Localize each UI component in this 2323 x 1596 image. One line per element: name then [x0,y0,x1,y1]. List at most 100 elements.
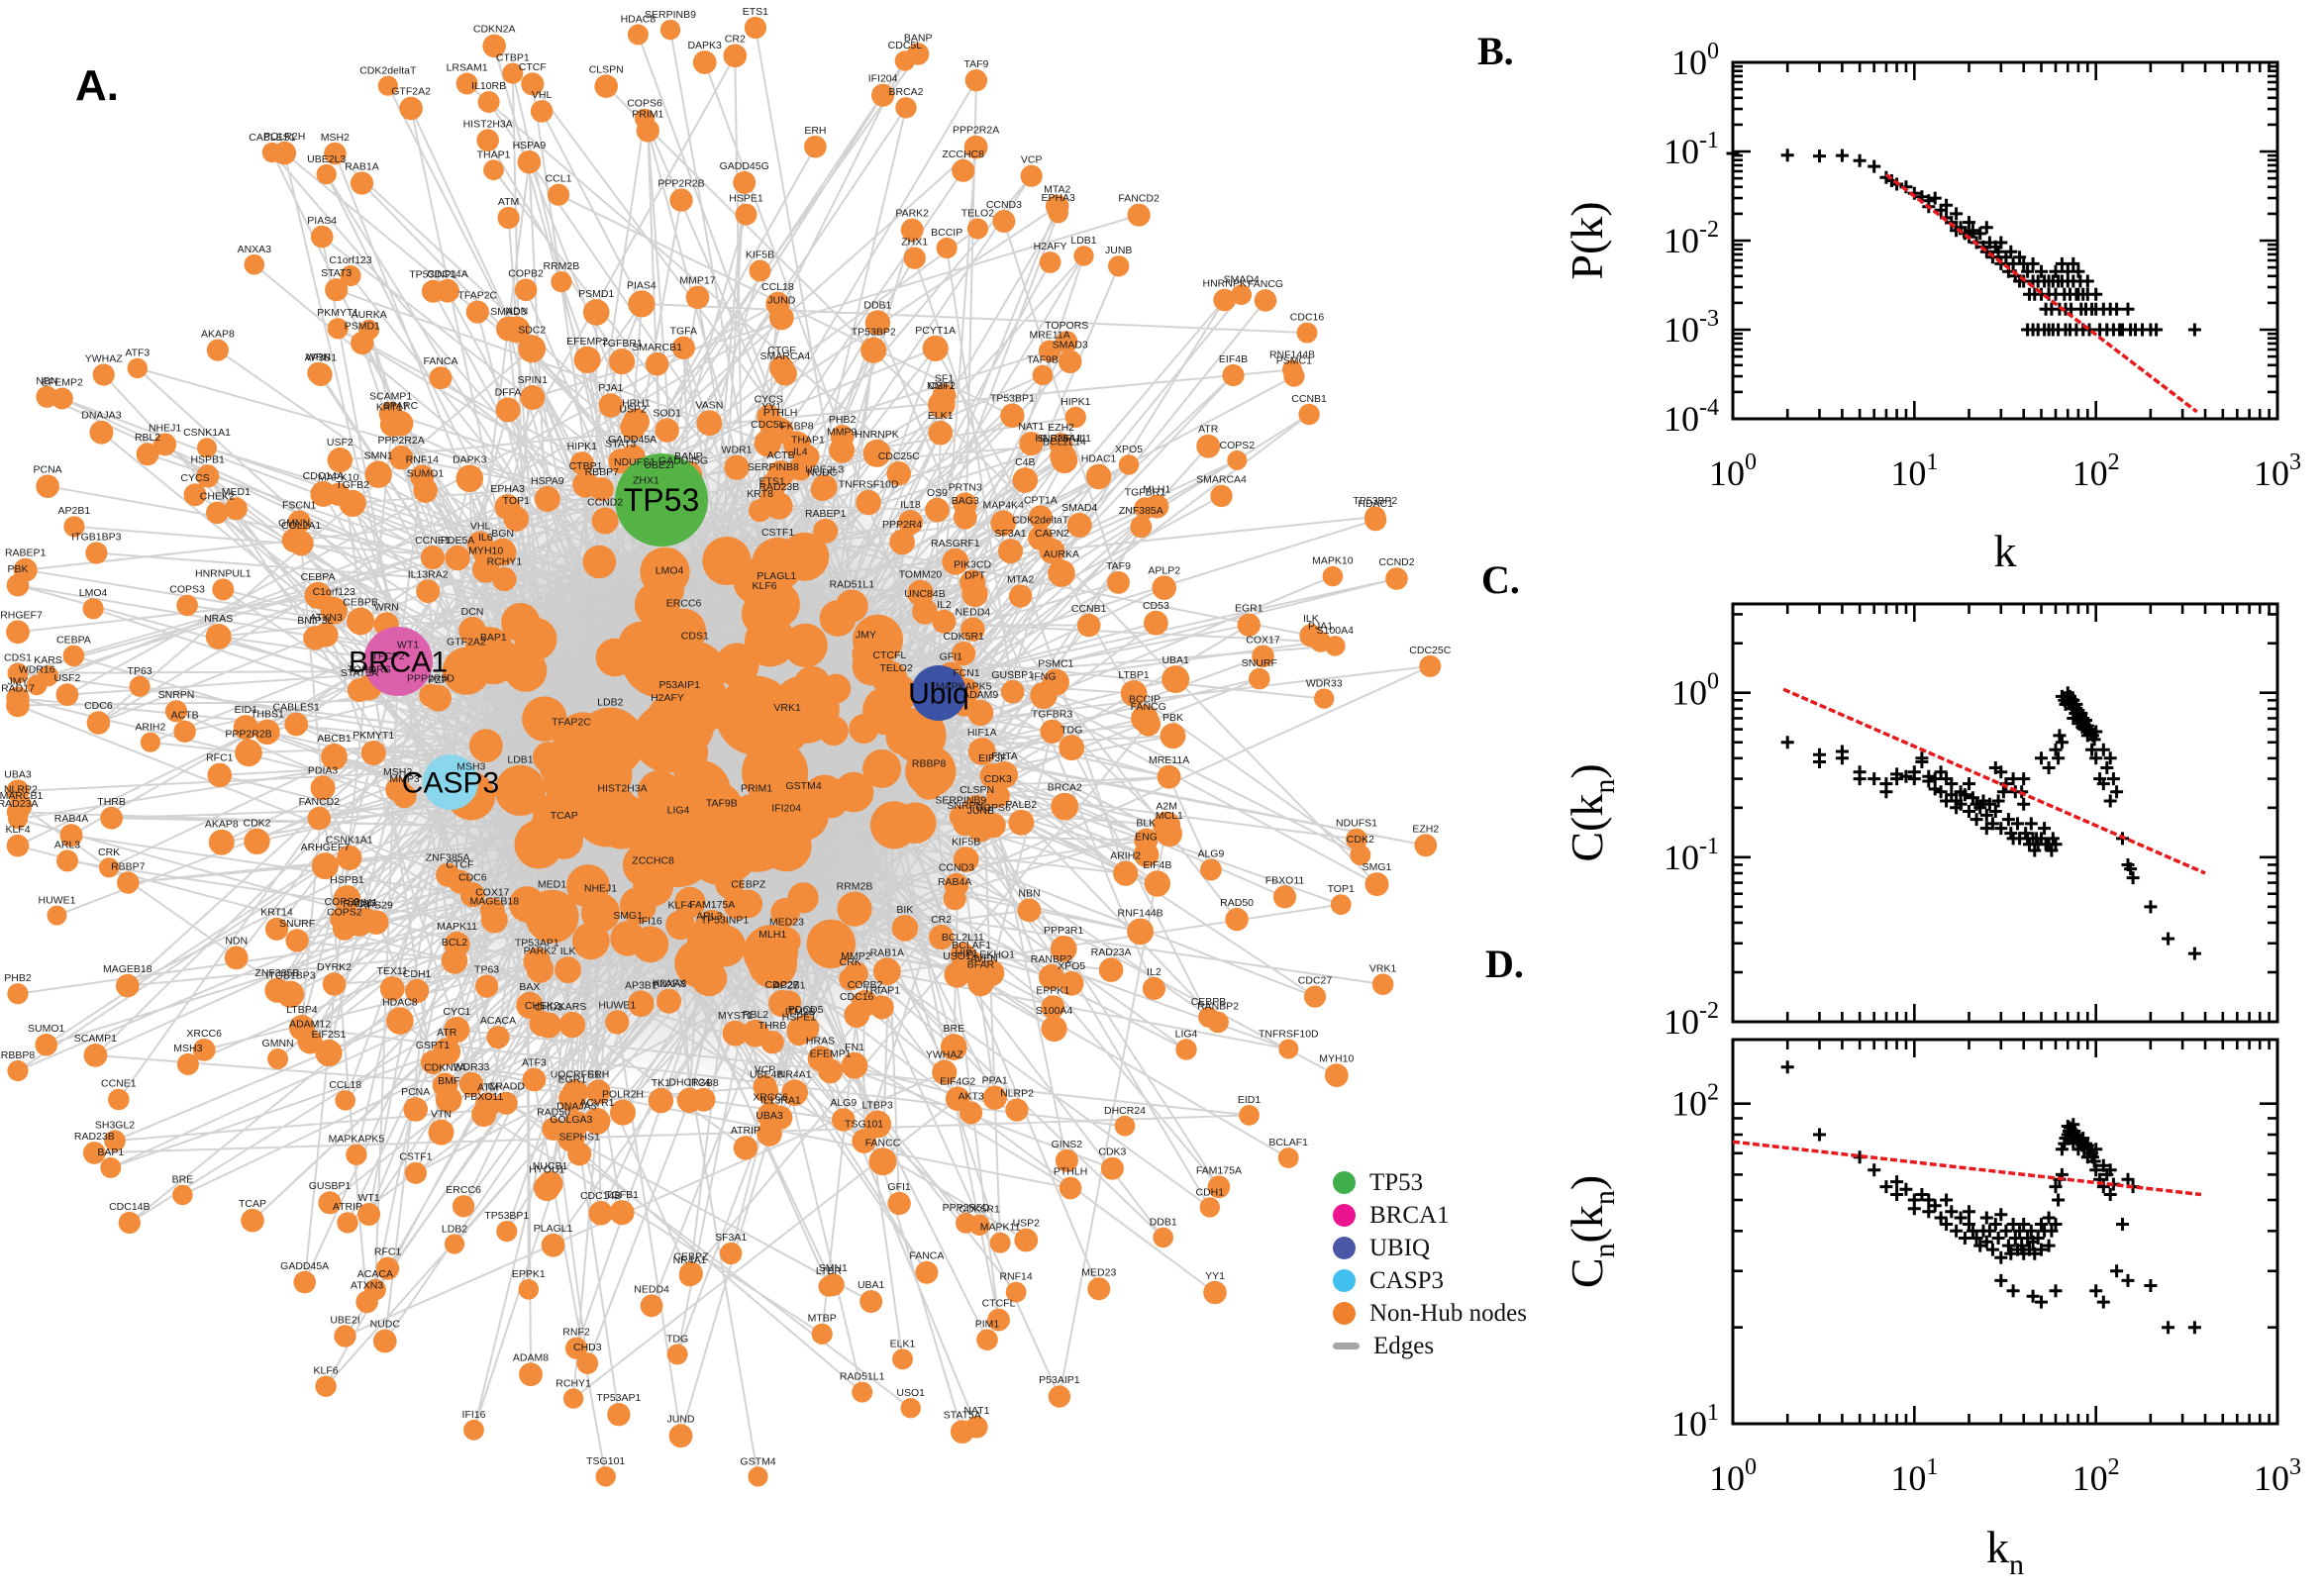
gene-label: BLK [1136,818,1156,830]
network-node [841,1051,868,1079]
network-node [525,889,579,944]
gene-label: DYRK2 [317,961,352,973]
gene-label: SDC2 [518,324,546,336]
network-node [1303,985,1327,1008]
gene-label: HUWE1 [598,999,636,1011]
network-node [435,1086,462,1113]
network-node [436,278,459,303]
network-node [1019,432,1044,456]
network-node [264,977,290,1003]
gene-label: MMP2 [841,950,870,962]
gene-label: BCLAF1 [952,940,991,951]
network-node [521,72,545,96]
network-node [6,779,30,803]
network-node [757,404,781,429]
network-node [749,499,772,523]
network-node [207,762,233,788]
network-node [1298,403,1320,426]
network-node [127,357,148,379]
network-node [655,418,679,443]
gene-label: IFI16 [639,915,662,927]
gene-label: RNF14 [999,1271,1032,1283]
network-node [351,331,374,355]
gene-label: TSG101 [845,1118,883,1130]
gene-label: BANP [674,450,703,462]
gene-label: FNTA [991,750,1018,762]
network-node [503,506,530,532]
network-node [264,917,289,941]
gene-label: MMP3 [389,773,419,785]
legend-label-tp53: TP53 [1369,1168,1424,1196]
network-node [1064,406,1086,428]
gene-label: CTCFL [872,649,906,661]
network-node [1039,538,1065,564]
network-node [1118,454,1140,475]
axis-tick-label: 10-1 [1664,128,1719,171]
network-node [518,335,547,363]
network-node [837,891,872,927]
gene-label: EID1 [235,704,258,716]
gene-label: TFAP2C [457,290,497,302]
gene-label: PCNA [401,1086,430,1098]
network-node [428,1119,454,1146]
gene-label: RBBP8 [912,757,947,769]
network-node [715,643,759,687]
gene-label: MAP4K4 [982,500,1024,512]
fit-line [1782,687,2206,875]
network-node [547,183,570,206]
gene-label: UBA1 [1162,654,1189,666]
gene-label: CSTF1 [761,527,794,539]
network-node [595,1466,616,1487]
network-node [932,609,957,634]
network-node [863,1110,892,1139]
network-node [619,887,656,924]
gene-label: SNURF [279,918,315,930]
network-node [6,693,30,718]
gene-label: EFEMP2 [566,336,608,348]
network-node [1087,1277,1111,1301]
network-node [1162,665,1190,694]
network-node [674,886,706,919]
network-node [735,203,758,226]
network-node [922,335,949,361]
network-node [759,472,786,499]
network-node [656,988,681,1014]
axis-tick-labels: 100 10-1 10-2 10-3 10-4 100 101 102 103 [1664,39,2301,493]
network-node [357,1203,381,1226]
gene-label: BFAR [967,959,995,971]
nonhub-node-icon [1333,1302,1356,1325]
gene-label: ZCCHC8 [632,854,674,866]
gene-label: AP2B1 [773,980,806,992]
network-node [293,1270,317,1294]
gene-label: NAT1 [1018,421,1044,433]
network-node [1237,613,1262,637]
network-node [1254,289,1277,312]
hub-node-brca1 [363,627,433,696]
gene-label: BAX [519,981,540,993]
network-node [932,383,957,408]
gene-label: BIK [896,904,913,916]
network-node [1160,723,1186,749]
network-node [519,1362,543,1387]
gene-label: TDG [1060,724,1082,736]
network-node [540,753,569,784]
network-node [469,729,503,762]
network-node [140,732,160,752]
network-node [413,478,438,503]
network-node [445,545,470,571]
network-node [458,1071,484,1097]
gene-label: RFC1 [206,752,234,764]
edge-icon [1333,1343,1360,1349]
gene-label: LMO4 [79,587,108,599]
network-node [364,460,392,488]
gene-label: TOMM20 [899,569,943,581]
network-node [6,834,30,857]
gene-label: CDC5L [751,419,785,431]
gene-label: THAP1 [791,435,825,447]
network-node [1059,970,1084,996]
network-node [582,299,610,326]
gene-label: RABEP1 [805,508,847,520]
gene-label: PPA1 [982,1075,1008,1087]
gene-label: MYST1 [718,1010,753,1022]
gene-label: PSMC1 [1038,658,1073,670]
